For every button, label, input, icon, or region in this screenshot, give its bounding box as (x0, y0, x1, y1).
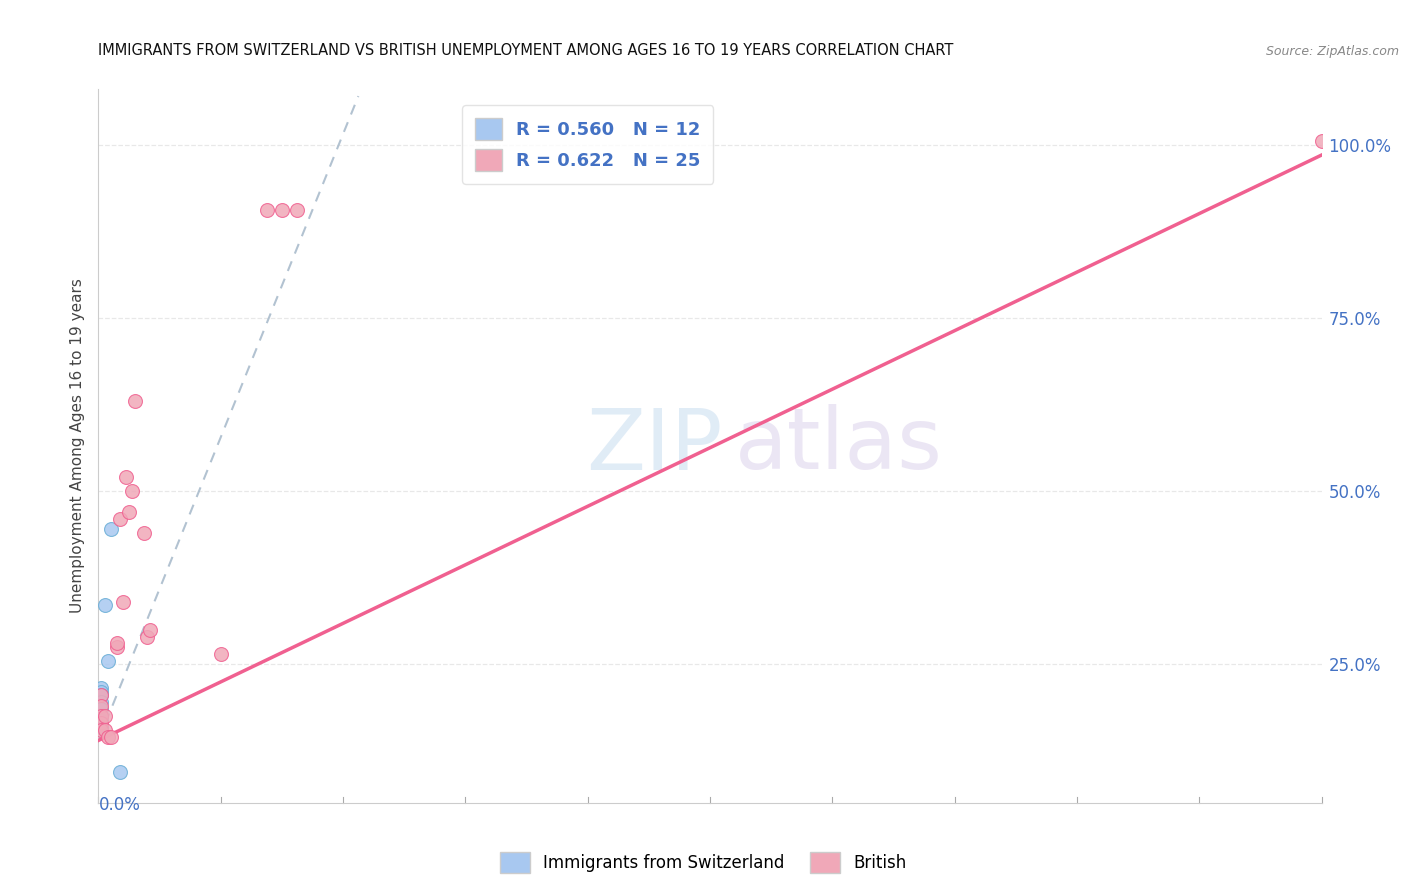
Point (90, 689, 112, 703)
Point (108, 764, 131, 779)
Point (139, 623, 162, 637)
Point (93, 599, 115, 613)
Point (108, 512, 131, 526)
Point (90, 716, 112, 731)
Point (105, 640, 128, 654)
Legend: R = 0.560   N = 12, R = 0.622   N = 25: R = 0.560 N = 12, R = 0.622 N = 25 (463, 105, 713, 184)
Legend: Immigrants from Switzerland, British: Immigrants from Switzerland, British (494, 846, 912, 880)
Point (118, 505, 141, 519)
Point (97, 654, 120, 668)
Point (100, 522, 122, 536)
Text: Source: ZipAtlas.com: Source: ZipAtlas.com (1265, 45, 1399, 58)
Point (90, 709, 112, 723)
Text: 0.0%: 0.0% (98, 796, 141, 814)
Point (209, 647, 232, 661)
Point (90, 723, 112, 737)
Point (256, 203, 278, 218)
Point (90, 681, 112, 696)
Point (93, 723, 115, 737)
Point (90, 720, 112, 734)
Point (124, 394, 146, 409)
Point (90, 685, 112, 699)
Point (90, 689, 112, 703)
Point (90, 709, 112, 723)
Text: IMMIGRANTS FROM SWITZERLAND VS BRITISH UNEMPLOYMENT AMONG AGES 16 TO 19 YEARS CO: IMMIGRANTS FROM SWITZERLAND VS BRITISH U… (98, 43, 953, 58)
Point (90, 698, 112, 713)
Point (90, 702, 112, 716)
Point (285, 203, 308, 218)
Point (111, 595, 134, 609)
Point (270, 203, 292, 218)
Point (105, 636, 128, 650)
Text: ZIP: ZIP (586, 404, 723, 488)
Point (136, 630, 159, 644)
Point (134, 525, 156, 540)
Point (1310, 134, 1333, 148)
Point (115, 470, 138, 484)
Point (121, 483, 143, 498)
Point (100, 730, 122, 744)
Point (93, 709, 115, 723)
Point (90, 695, 112, 709)
Y-axis label: Unemployment Among Ages 16 to 19 years: Unemployment Among Ages 16 to 19 years (69, 278, 84, 614)
Point (97, 730, 120, 744)
Text: atlas: atlas (734, 404, 942, 488)
Point (90, 714, 112, 728)
